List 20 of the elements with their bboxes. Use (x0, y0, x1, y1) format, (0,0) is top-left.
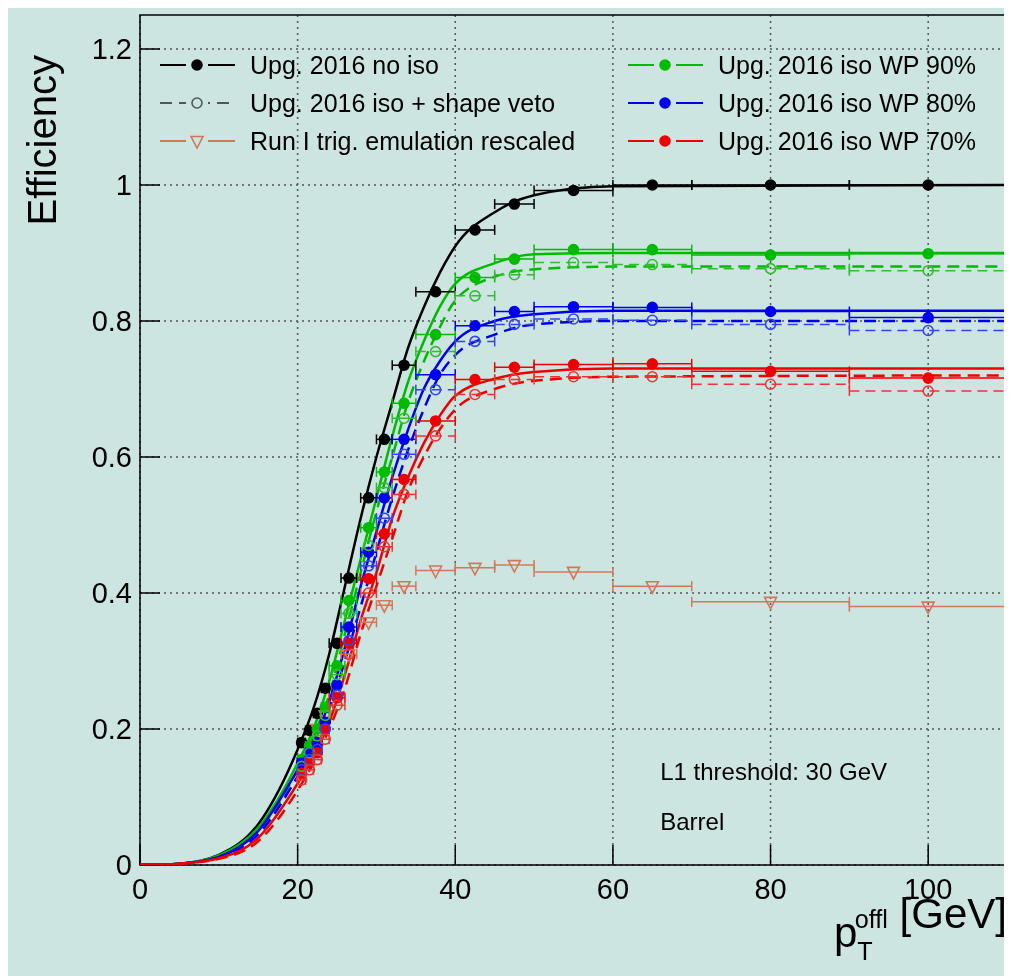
y-tick-label: 0.8 (91, 305, 132, 337)
annotation: Barrel (660, 808, 725, 835)
x-tick-label: 40 (439, 873, 472, 905)
legend-label: Upg. 2016 iso + shape veto (250, 89, 556, 117)
y-tick-label: 1.2 (91, 33, 132, 65)
x-tick-label: 60 (596, 873, 630, 905)
x-tick-label: 20 (281, 873, 314, 905)
y-tick-label: 0 (115, 849, 132, 881)
y-tick-label: 1 (115, 169, 132, 201)
legend-label: Upg. 2016 no iso (250, 51, 440, 79)
legend-label: Run I trig. emulation rescaled (250, 127, 576, 155)
y-tick-label: 0.6 (91, 441, 132, 473)
x-tick-label: 80 (754, 873, 787, 905)
legend-label: Upg. 2016 iso WP 90% (718, 51, 977, 79)
y-axis-title: Efficiency (20, 55, 64, 226)
legend-label: Upg. 2016 iso WP 70% (718, 127, 977, 155)
annotation: L1 threshold: 30 GeV (660, 758, 888, 785)
legend-label: Upg. 2016 iso WP 80% (718, 89, 977, 117)
y-tick-label: 0.2 (91, 713, 132, 745)
y-tick-label: 0.4 (91, 577, 132, 609)
